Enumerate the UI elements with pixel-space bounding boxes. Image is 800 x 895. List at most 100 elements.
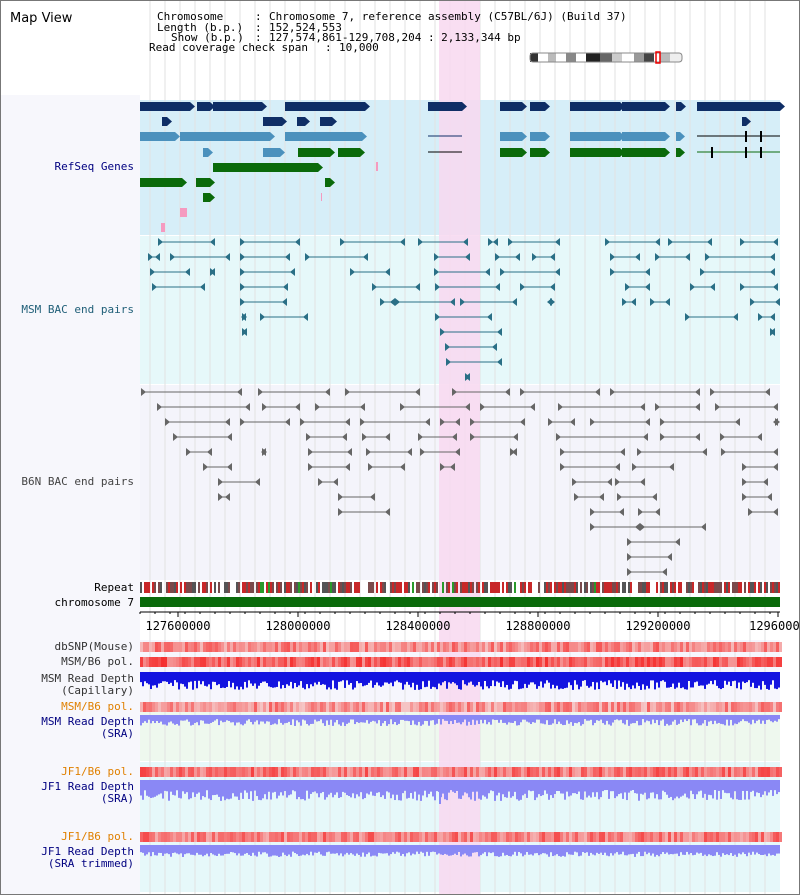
read-depth-bar xyxy=(396,780,398,795)
polymorphism-cell xyxy=(773,642,776,652)
gene-arrow xyxy=(680,148,685,157)
read-depth-bar xyxy=(390,845,392,855)
read-depth-bar xyxy=(558,672,560,690)
polymorphism-cell xyxy=(332,642,335,652)
read-depth-bar xyxy=(344,672,346,688)
read-depth-bar xyxy=(488,715,490,723)
read-depth-bar xyxy=(432,672,434,687)
track-label-msm-bac[interactable]: MSM BAC end pairs xyxy=(21,303,134,316)
read-depth-bar xyxy=(676,845,678,854)
gene-arrow xyxy=(210,178,215,187)
polymorphism-cell xyxy=(353,657,356,667)
polymorphism-cell xyxy=(704,832,707,842)
bac-end-marker xyxy=(710,388,715,396)
track-label-jf1-pol-1[interactable]: JF1/B6 pol. xyxy=(61,765,134,778)
read-depth-bar xyxy=(566,715,568,721)
bac-end-marker xyxy=(450,298,455,306)
track-label-msm-depth-sra-1[interactable]: MSM Read Depth xyxy=(41,715,134,728)
polymorphism-cell xyxy=(197,642,200,652)
read-depth-bar xyxy=(146,780,148,796)
track-label-jf1-depth-trim-2: (SRA trimmed) xyxy=(47,857,134,870)
read-depth-bar xyxy=(170,715,172,722)
repeat-element xyxy=(738,582,740,593)
repeat-element xyxy=(728,582,730,593)
read-depth-bar xyxy=(414,715,416,725)
polymorphism-cell xyxy=(581,657,584,667)
track-label-msm-pol-2[interactable]: MSM/B6 pol. xyxy=(61,700,134,713)
repeat-element xyxy=(642,582,644,593)
read-depth-bar xyxy=(330,845,332,854)
polymorphism-cell xyxy=(269,702,272,712)
polymorphism-cell xyxy=(359,657,362,667)
read-depth-bar xyxy=(762,780,764,795)
track-label-jf1-pol-2[interactable]: JF1/B6 pol. xyxy=(61,830,134,843)
bac-end-marker xyxy=(497,358,502,366)
read-depth-bar xyxy=(410,780,412,793)
repeat-element xyxy=(250,582,252,593)
read-depth-bar xyxy=(446,672,448,689)
read-depth-bar xyxy=(260,672,262,683)
polymorphism-cell xyxy=(257,657,260,667)
repeat-element xyxy=(644,582,646,593)
track-label-msm-depth-cap-1[interactable]: MSM Read Depth xyxy=(41,672,134,685)
polymorphism-cell xyxy=(317,642,320,652)
read-depth-bar xyxy=(384,780,386,799)
read-depth-bar xyxy=(724,780,726,793)
polymorphism-cell xyxy=(230,642,233,652)
read-depth-bar xyxy=(350,672,352,683)
read-depth-bar xyxy=(332,672,334,681)
bac-end-marker xyxy=(695,433,700,441)
read-depth-bar xyxy=(478,672,480,682)
track-label-jf1-depth-sra-1[interactable]: JF1 Read Depth xyxy=(41,780,134,793)
read-depth-bar xyxy=(264,715,266,724)
read-depth-bar xyxy=(704,780,706,794)
track-label-dbsnp[interactable]: dbSNP(Mouse) xyxy=(54,640,134,653)
polymorphism-cell xyxy=(269,832,272,842)
read-depth-bar xyxy=(360,845,362,857)
polymorphism-cell xyxy=(428,832,431,842)
gene-arrow xyxy=(208,148,213,157)
read-depth-bar xyxy=(244,672,246,682)
read-depth-bar xyxy=(372,672,374,688)
track-label-msm-pol-1[interactable]: MSM/B6 pol. xyxy=(61,655,134,668)
track-label-jf1-depth-trim-1[interactable]: JF1 Read Depth xyxy=(41,845,134,858)
track-label-refseq[interactable]: RefSeq Genes xyxy=(54,160,134,173)
polymorphism-cell xyxy=(362,642,365,652)
polymorphism-cell xyxy=(776,657,779,667)
polymorphism-cell xyxy=(143,832,146,842)
read-depth-bar xyxy=(476,780,478,792)
read-depth-bar xyxy=(212,780,214,796)
read-depth-bar xyxy=(568,845,570,855)
bac-end-marker xyxy=(420,448,425,456)
read-depth-bar xyxy=(730,780,732,798)
read-depth-bar xyxy=(262,715,264,722)
read-depth-bar xyxy=(774,845,776,856)
read-depth-bar xyxy=(300,845,302,856)
polymorphism-cell xyxy=(266,702,269,712)
read-depth-bar xyxy=(698,845,700,854)
read-depth-bar xyxy=(770,672,772,685)
read-depth-bar xyxy=(508,672,510,690)
read-depth-bar xyxy=(658,672,660,688)
track-label-chromosome[interactable]: chromosome 7 xyxy=(54,596,134,609)
read-depth-bar xyxy=(670,780,672,797)
read-depth-bar xyxy=(168,715,170,723)
bac-end-marker xyxy=(170,253,175,261)
track-label-repeat[interactable]: Repeat xyxy=(94,581,134,594)
read-depth-bar xyxy=(222,780,224,797)
polymorphism-cell xyxy=(443,642,446,652)
read-depth-bar xyxy=(426,672,428,687)
polymorphism-cell xyxy=(638,642,641,652)
polymorphism-cell xyxy=(551,657,554,667)
polymorphism-cell xyxy=(731,657,734,667)
polymorphism-cell xyxy=(569,642,572,652)
polymorphism-cell xyxy=(701,767,704,777)
track-label-b6n-bac[interactable]: B6N BAC end pairs xyxy=(21,475,134,488)
polymorphism-cell xyxy=(719,702,722,712)
read-depth-bar xyxy=(306,715,308,724)
polymorphism-cell xyxy=(155,832,158,842)
polymorphism-cell xyxy=(356,642,359,652)
read-depth-bar xyxy=(376,780,378,793)
read-depth-bar xyxy=(510,715,512,723)
